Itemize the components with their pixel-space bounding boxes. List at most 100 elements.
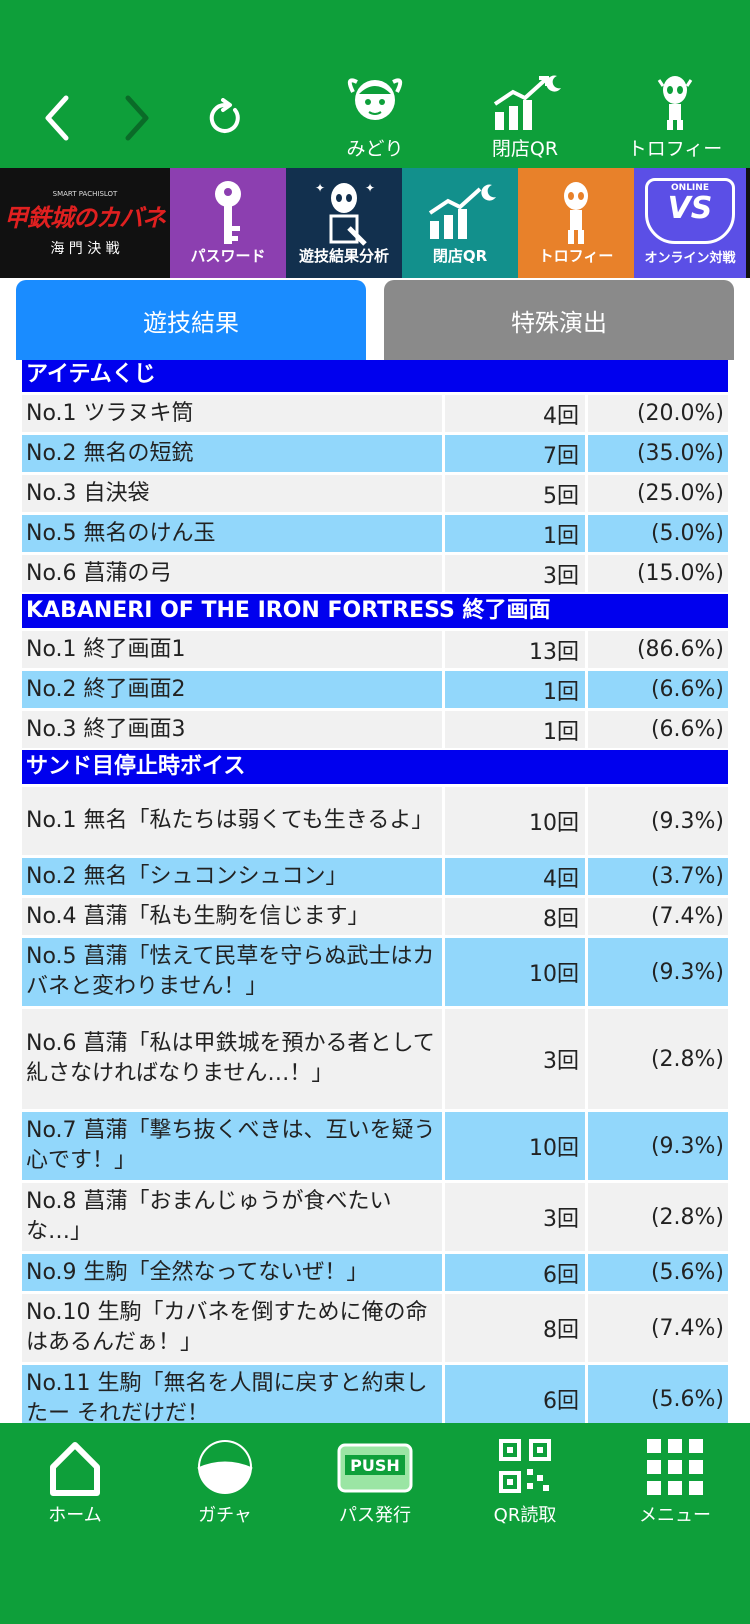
- chevron-left-icon: [45, 95, 69, 141]
- vs-shield-icon: ONLINE VS: [645, 178, 735, 244]
- table-row: No.2 終了画面2 1回 (6.6%): [22, 671, 728, 708]
- item-percent: (9.3%): [588, 787, 728, 855]
- trophy-character-icon: [657, 76, 693, 130]
- item-percent: (5.6%): [588, 1254, 728, 1291]
- item-percent: (7.4%): [588, 1294, 728, 1362]
- feature-tiles: SMART PACHISLOT 甲鉄城のカバネリ 海 門 決 戦 パスワード ✦…: [0, 168, 750, 278]
- item-name: No.3 自決袋: [22, 475, 442, 512]
- table-row: No.1 ツラヌキ筒 4回 (20.0%): [22, 395, 728, 432]
- section-header: アイテムくじ: [22, 360, 728, 392]
- item-name: No.5 菖蒲「怯えて民草を守らぬ武士はカバネと変わりません！」: [22, 938, 442, 1006]
- bottom-nav-qr-label: QR読取: [493, 1505, 557, 1526]
- logo-small-text: SMART PACHISLOT: [52, 190, 118, 198]
- item-name: No.2 無名「シュコンシュコン」: [22, 858, 442, 895]
- game-logo-subtitle: 海 門 決 戦: [50, 241, 120, 257]
- reload-icon: [209, 98, 240, 133]
- bottom-nav-pass[interactable]: PUSH パス発行: [300, 1437, 450, 1537]
- item-percent: (20.0%): [588, 395, 728, 432]
- table-row: No.9 生駒「全然なってないぜ！」 6回 (5.6%): [22, 1254, 728, 1291]
- table-row: No.2 無名「シュコンシュコン」 4回 (3.7%): [22, 858, 728, 895]
- item-percent: (6.6%): [588, 671, 728, 708]
- table-row: No.5 無名のけん玉 1回 (5.0%): [22, 515, 728, 552]
- online-battle-tile[interactable]: ONLINE VS オンライン対戦: [634, 168, 746, 278]
- item-count: 1回: [445, 711, 585, 748]
- result-tabs: 遊技結果 特殊演出: [0, 278, 750, 360]
- trophy-tile[interactable]: トロフィー: [518, 168, 634, 278]
- push-pass-icon: PUSH: [337, 1443, 413, 1493]
- top-nav-midori-label: みどり: [346, 138, 404, 160]
- home-icon: [50, 1442, 100, 1496]
- item-percent: (2.8%): [588, 1183, 728, 1251]
- play-analysis-tile-label: 遊技結果分析: [298, 247, 389, 265]
- item-count: 8回: [445, 1294, 585, 1362]
- closing-qr-chart-icon: [493, 75, 561, 130]
- play-analysis-tile[interactable]: ✦ ✦ 遊技結果分析: [286, 168, 402, 278]
- midori-character-icon: [347, 78, 403, 120]
- vs-badge-top: ONLINE: [671, 183, 709, 193]
- bottom-nav-qr[interactable]: QR読取: [450, 1437, 600, 1537]
- item-name: No.9 生駒「全然なってないぜ！」: [22, 1254, 442, 1291]
- item-percent: (6.6%): [588, 711, 728, 748]
- item-name: No.2 無名の短銃: [22, 435, 442, 472]
- item-name: No.1 終了画面1: [22, 631, 442, 668]
- top-nav-closing-qr-label: 閉店QR: [491, 138, 559, 160]
- item-name: No.2 終了画面2: [22, 671, 442, 708]
- table-row: No.4 菖蒲「私も生駒を信じます」 8回 (7.4%): [22, 898, 728, 935]
- top-nav-trophy-label: トロフィー: [627, 138, 723, 160]
- item-name: No.10 生駒「カバネを倒すために俺の命はあるんだぁ！」: [22, 1294, 442, 1362]
- item-percent: (7.4%): [588, 898, 728, 935]
- item-count: 10回: [445, 1112, 585, 1180]
- item-name: No.6 菖蒲の弓: [22, 555, 442, 592]
- section-header: KABANERI OF THE IRON FORTRESS 終了画面: [22, 594, 728, 628]
- trophy-tile-label: トロフィー: [538, 247, 614, 265]
- reload-button[interactable]: [200, 88, 250, 148]
- item-percent: (35.0%): [588, 435, 728, 472]
- item-count: 1回: [445, 515, 585, 552]
- chevron-right-icon: [125, 95, 149, 141]
- item-name: No.3 終了画面3: [22, 711, 442, 748]
- key-icon: [215, 181, 241, 244]
- item-name: No.5 無名のけん玉: [22, 515, 442, 552]
- closing-qr-tile[interactable]: 閉店QR: [402, 168, 518, 278]
- bottom-nav-menu[interactable]: メニュー: [600, 1437, 750, 1537]
- bottom-nav-gacha[interactable]: ガチャ: [150, 1437, 300, 1537]
- table-row: No.10 生駒「カバネを倒すために俺の命はあるんだぁ！」 8回 (7.4%): [22, 1294, 728, 1362]
- item-percent: (25.0%): [588, 475, 728, 512]
- back-button[interactable]: [32, 88, 82, 148]
- item-count: 3回: [445, 1183, 585, 1251]
- push-icon-text: PUSH: [350, 1456, 400, 1475]
- top-nav-midori[interactable]: みどり: [300, 72, 450, 162]
- tab-play-results[interactable]: 遊技結果: [16, 280, 366, 360]
- table-row: No.6 菖蒲「私は甲鉄城を預かる者として糺さなければなりません…！」 3回 (…: [22, 1009, 728, 1109]
- item-count: 3回: [445, 555, 585, 592]
- forward-button[interactable]: [112, 88, 162, 148]
- password-tile[interactable]: パスワード: [170, 168, 286, 278]
- vs-badge-main: VS: [667, 191, 713, 226]
- bottom-nav-pass-label: パス発行: [339, 1505, 411, 1526]
- item-count: 10回: [445, 938, 585, 1006]
- item-count: 7回: [445, 435, 585, 472]
- game-logo-title: 甲鉄城のカバネリ: [4, 204, 189, 232]
- svg-text:✦: ✦: [315, 181, 325, 195]
- table-row: No.3 自決袋 5回 (25.0%): [22, 475, 728, 512]
- item-count: 3回: [445, 1009, 585, 1109]
- results-content[interactable]: アイテムくじ No.1 ツラヌキ筒 4回 (20.0%) No.2 無名の短銃 …: [0, 360, 750, 1423]
- tab-special-effects[interactable]: 特殊演出: [384, 280, 734, 360]
- game-logo-tile[interactable]: SMART PACHISLOT 甲鉄城のカバネリ 海 門 決 戦: [0, 168, 189, 278]
- online-battle-tile-label: オンライン対戦: [644, 251, 736, 266]
- item-count: 13回: [445, 631, 585, 668]
- item-count: 8回: [445, 898, 585, 935]
- results-table: アイテムくじ No.1 ツラヌキ筒 4回 (20.0%) No.2 無名の短銃 …: [22, 360, 728, 1423]
- table-row: No.3 終了画面3 1回 (6.6%): [22, 711, 728, 748]
- top-nav-closing-qr[interactable]: 閉店QR: [450, 72, 600, 162]
- item-name: No.4 菖蒲「私も生駒を信じます」: [22, 898, 442, 935]
- closing-qr-tile-label: 閉店QR: [432, 247, 488, 265]
- menu-grid-icon: [647, 1439, 703, 1495]
- item-name: No.8 菖蒲「おまんじゅうが食べたいな…」: [22, 1183, 442, 1251]
- bottom-nav-home[interactable]: ホーム: [0, 1437, 150, 1537]
- item-name: No.1 ツラヌキ筒: [22, 395, 442, 432]
- item-count: 4回: [445, 395, 585, 432]
- top-nav-trophy[interactable]: トロフィー: [600, 72, 750, 162]
- item-percent: (9.3%): [588, 1112, 728, 1180]
- item-count: 6回: [445, 1254, 585, 1291]
